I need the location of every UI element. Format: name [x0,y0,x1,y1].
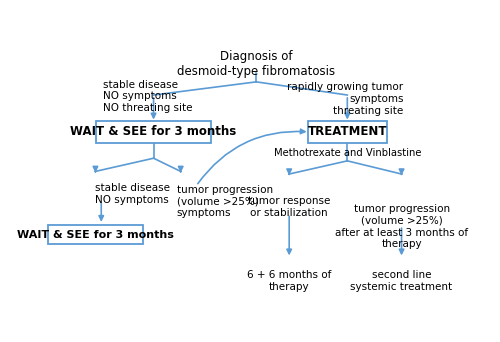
Text: Diagnosis of
desmoid-type fibromatosis: Diagnosis of desmoid-type fibromatosis [177,50,336,78]
FancyBboxPatch shape [96,121,210,143]
Text: second line
systemic treatment: second line systemic treatment [350,270,452,292]
Text: stable disease
NO symptoms
NO threating site: stable disease NO symptoms NO threating … [103,80,192,113]
Text: TREATMENT: TREATMENT [308,126,387,139]
Text: tumor response
or stabilization: tumor response or stabilization [248,196,330,218]
Text: tumor progression
(volume >25%)
after at least 3 months of
therapy: tumor progression (volume >25%) after at… [335,204,468,249]
Text: 6 + 6 months of
therapy: 6 + 6 months of therapy [247,270,332,292]
Text: WAIT & SEE for 3 months: WAIT & SEE for 3 months [17,229,174,240]
FancyBboxPatch shape [308,121,387,143]
Text: WAIT & SEE for 3 months: WAIT & SEE for 3 months [70,126,236,139]
FancyBboxPatch shape [48,225,143,245]
Text: rapidly growing tumor
symptoms
threating site: rapidly growing tumor symptoms threating… [288,82,404,116]
Text: tumor progression
(volume >25%)
symptoms: tumor progression (volume >25%) symptoms [177,185,273,218]
Text: stable disease
NO symptoms: stable disease NO symptoms [96,183,170,205]
Text: Methotrexate and Vinblastine: Methotrexate and Vinblastine [274,148,421,158]
